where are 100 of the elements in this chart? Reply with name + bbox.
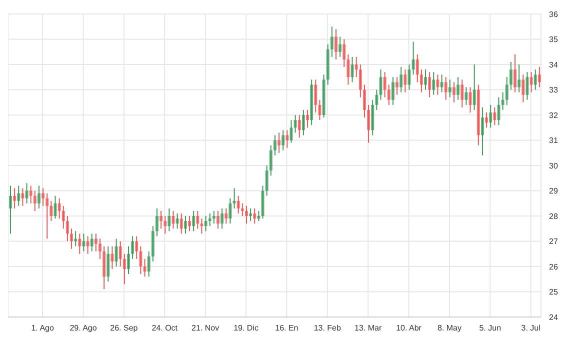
candlestick: [314, 79, 318, 113]
candlestick: [37, 185, 40, 209]
candlestick: [350, 56, 354, 83]
candlestick: [396, 76, 399, 96]
candlestick: [86, 236, 90, 254]
candlestick: [501, 92, 504, 110]
candlestick: [208, 212, 212, 227]
candlestick: [294, 114, 297, 134]
candlestick: [379, 69, 382, 100]
candlestick: [143, 258, 146, 278]
candlestick: [387, 84, 390, 106]
y-tick-label: 25: [549, 288, 558, 297]
candlestick: [244, 205, 248, 224]
candlestick: [46, 192, 49, 240]
y-tick-label: 29: [549, 186, 558, 196]
candlestick: [17, 185, 20, 206]
candlestick: [164, 216, 167, 234]
candlestick: [155, 208, 158, 237]
candlestick: [444, 76, 448, 100]
candlestick: [302, 109, 305, 136]
y-tick-label: 34: [549, 60, 558, 70]
candlestick: [249, 208, 252, 222]
candlestick: [472, 64, 476, 110]
candlestick: [42, 188, 45, 206]
candlestick: [147, 250, 150, 278]
candlestick: [168, 208, 171, 232]
candlestick: [106, 246, 110, 282]
candlestick: [135, 236, 138, 260]
candlestick: [192, 210, 196, 232]
candlestick: [298, 114, 301, 138]
candlestick: [480, 106, 484, 156]
candlestick: [412, 41, 415, 76]
y-tick-label: 30: [549, 161, 558, 170]
candlestick: [282, 130, 285, 151]
candlestick: [212, 210, 216, 224]
x-tick-label: 13. Feb: [314, 324, 342, 333]
candlestick: [375, 89, 378, 110]
x-tick-label: 5. Jun: [479, 324, 502, 333]
candlestick: [338, 36, 342, 58]
candlestick: [228, 198, 232, 224]
y-tick-label: 27: [549, 237, 558, 246]
candlestick: [50, 200, 53, 222]
candlestick: [354, 56, 358, 78]
candlestick: [220, 208, 224, 230]
x-tick-label: 19. Dic: [234, 324, 258, 333]
candlestick: [110, 246, 114, 270]
x-tick-label: 3. Jul: [521, 324, 541, 333]
y-tick-label: 26: [549, 262, 558, 272]
candlestick: [440, 74, 444, 93]
candlestick: [468, 86, 472, 113]
candlestick: [13, 188, 16, 209]
candlestick: [58, 198, 61, 220]
candlestick: [526, 72, 529, 100]
x-tick-label: 26. Sep: [110, 324, 138, 333]
candlestick: [362, 84, 366, 118]
candlestick: [90, 233, 94, 252]
candlestick: [78, 233, 82, 254]
candlestick: [460, 79, 464, 108]
candlestick: [25, 182, 28, 204]
candlestick: [82, 233, 86, 252]
x-tick-label: 21. Nov: [192, 324, 220, 333]
candlestick: [286, 130, 289, 148]
candlestick: [180, 212, 183, 234]
candlestick: [530, 72, 533, 93]
candlestick: [306, 109, 310, 128]
candlestick: [265, 165, 268, 196]
candlestick: [318, 99, 322, 121]
candlestick: [122, 253, 126, 285]
y-tick-label: 33: [549, 86, 558, 95]
candlestick: [342, 38, 346, 68]
candlestick: [346, 54, 350, 86]
x-tick-label: 16. En: [275, 324, 298, 333]
candlestick: [273, 134, 276, 156]
candlestick: [184, 216, 187, 234]
candlestick: [408, 64, 411, 90]
candlestick: [236, 195, 240, 214]
y-tick-label: 24: [549, 312, 558, 322]
candlestick: [98, 238, 102, 260]
candlestick: [216, 210, 220, 230]
candlestick: [94, 233, 98, 252]
candlestick: [456, 76, 460, 100]
candlestick: [21, 188, 24, 206]
candlestick: [269, 144, 272, 176]
candlestick: [9, 185, 12, 234]
y-tick-label: 35: [549, 35, 558, 44]
candlestick: [330, 26, 334, 58]
y-tick-label: 32: [549, 110, 558, 120]
y-tick-label: 36: [549, 10, 558, 19]
candlestick: [126, 246, 130, 275]
candlestick: [424, 69, 428, 90]
candlestick: [505, 76, 508, 106]
candlestick: [485, 112, 488, 128]
candlestick: [118, 240, 122, 267]
candlestick: [131, 236, 134, 260]
candlestick: [176, 212, 179, 230]
candlestick: [497, 96, 500, 126]
candlestick: [428, 72, 432, 98]
y-tick-label: 28: [549, 212, 558, 221]
candlestick: [358, 64, 362, 98]
candlestick: [224, 208, 228, 224]
